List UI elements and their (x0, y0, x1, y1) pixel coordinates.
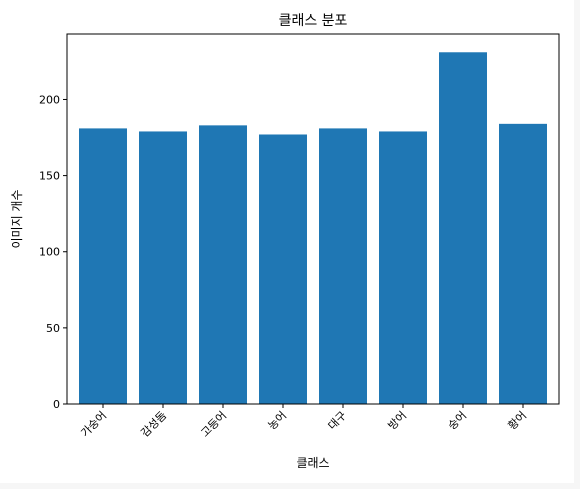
bar-5 (379, 131, 427, 404)
bar-4 (319, 128, 367, 404)
x-tick-label: 농어 (266, 409, 290, 433)
x-tick-label: 가숭어 (78, 409, 109, 440)
bar-1 (139, 131, 187, 404)
x-axis-label: 클래스 (296, 456, 329, 470)
x-axis: 가숭어 감성돔 고등어 농어 대구 방어 숭어 황어 (78, 404, 529, 440)
chart-figure: 클래스 분포 0 50 100 150 200 가숭어 감성돔 고등어 농어 대구 방어 숭어 황어 … (10, 13, 560, 470)
x-tick-label: 대구 (326, 409, 350, 433)
bar-6 (439, 52, 487, 405)
y-tick-label: 50 (46, 322, 60, 335)
plot-frame (66, 33, 560, 405)
y-axis: 0 50 100 150 200 (39, 93, 67, 411)
x-tick-label: 고등어 (198, 409, 229, 440)
x-tick-label: 숭어 (446, 409, 470, 433)
x-tick-label: 방어 (386, 409, 410, 433)
x-tick-label: 감성돔 (138, 409, 169, 440)
bar-2 (199, 125, 247, 405)
bars-group (79, 52, 547, 405)
y-tick-label: 0 (53, 398, 60, 411)
y-tick-label: 200 (39, 93, 60, 106)
y-axis-label: 이미지 개수 (10, 189, 24, 248)
chart-title: 클래스 분포 (279, 13, 348, 29)
y-tick-label: 100 (39, 246, 60, 259)
x-tick-label: 황어 (506, 409, 530, 433)
y-tick-label: 150 (39, 170, 60, 183)
bar-0 (79, 128, 127, 404)
bar-7 (499, 123, 547, 404)
bar-3 (259, 134, 307, 405)
